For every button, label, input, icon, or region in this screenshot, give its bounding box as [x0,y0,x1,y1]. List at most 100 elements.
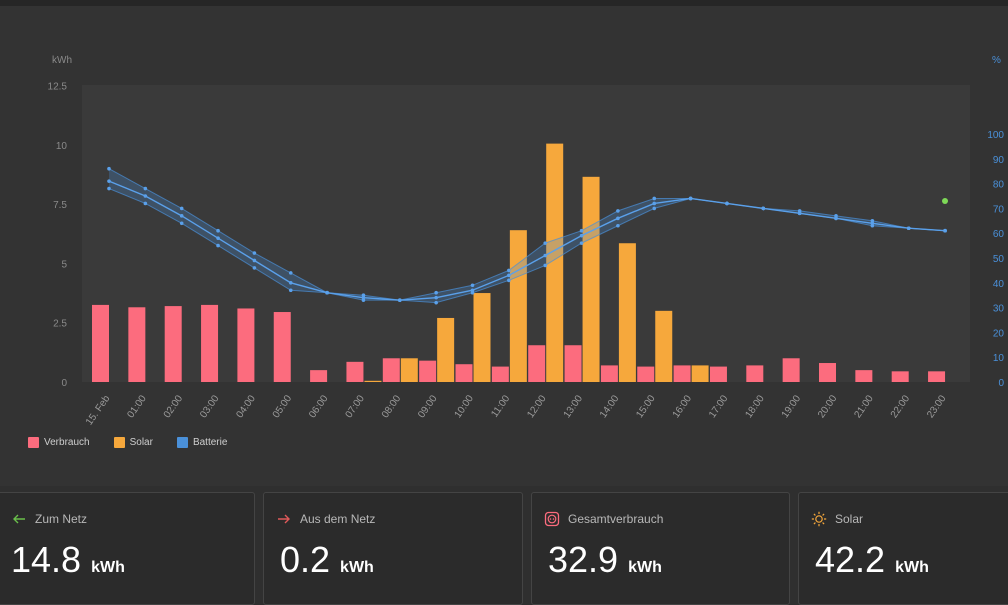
bar-solar [509,230,527,382]
battery-point [616,216,620,221]
battery-point [652,206,657,211]
right-axis-tick: 60 [993,229,1005,240]
bar-verbrauch [310,370,328,382]
right-axis-tick: 70 [993,204,1005,215]
x-axis-tick: 01:00 [125,393,149,420]
bar-solar [582,176,600,382]
right-axis-tick: 0 [998,378,1004,389]
battery-point [179,221,184,226]
socket-icon [544,511,560,527]
arrow-left-icon [13,514,25,524]
battery-point [398,298,402,302]
battery-point [107,166,111,171]
battery-point [361,293,366,298]
arrow-right-icon [278,514,290,524]
battery-point [870,223,875,228]
battery-point [361,298,366,302]
battery-point [252,258,257,263]
left-axis-tick: 5 [61,259,67,270]
card-header: Gesamtverbrauch [544,511,663,527]
card-value-group: 42.2 kWh [815,539,929,581]
card-zum-netz[interactable]: Zum Netz 14.8 kWh [0,492,255,605]
bar-solar [437,317,455,382]
x-axis-tick: 12:00 [525,393,549,420]
summary-cards: Zum Netz 14.8 kWh Aus dem Netz 0.2 kWh [0,492,1008,605]
battery-point [543,263,547,268]
bar-verbrauch [746,365,764,382]
bar-verbrauch [709,366,727,382]
battery-point [470,283,475,288]
x-axis-tick: 18:00 [743,393,767,420]
energy-chart: 0 2.5 5 7.5 10 12.5 0 10 20 30 40 50 60 70 80 90 100 15… [48,55,1005,428]
bar-solar [400,358,418,382]
battery-line [108,180,946,301]
card-solar[interactable]: Solar 42.2 kWh [798,492,1008,605]
right-axis-unit: % [992,55,1001,66]
card-unit: kWh [91,559,125,576]
bar-verbrauch [419,360,437,382]
bar-verbrauch [237,308,255,382]
x-axis-tick: 03:00 [198,393,222,420]
left-axis-tick: 7.5 [53,200,67,211]
legend-label-verbrauch: Verbrauch [44,437,90,448]
card-label: Zum Netz [35,512,88,526]
battery-point [543,241,547,245]
battery-point [143,194,148,198]
card-unit: kWh [628,559,662,576]
card-header: Zum Netz [11,511,87,527]
battery-point [288,288,293,293]
right-axis-tick: 20 [993,328,1005,339]
bar-verbrauch [782,358,800,382]
card-label: Solar [835,512,864,526]
battery-point [507,268,511,273]
bar-solar [473,293,491,382]
bar-solar [546,143,564,382]
x-axis-tick: 13:00 [562,393,586,420]
battery-point [507,273,511,278]
card-unit: kWh [340,559,374,576]
x-axis-tick: 14:00 [598,393,622,420]
battery-point [143,201,148,206]
battery-point [761,206,766,211]
battery-point [288,271,293,275]
bar-verbrauch [128,307,146,382]
bar-solar [691,365,709,382]
left-axis-tick: 10 [56,141,68,152]
battery-point [579,233,584,238]
battery-line-high [108,168,946,301]
bar-verbrauch [346,361,364,382]
x-axis-tick: 23:00 [925,393,949,420]
x-axis-tick: 07:00 [344,393,368,420]
card-label: Gesamtverbrauch [568,512,664,526]
card-value: 32.9 [548,539,619,580]
legend-item-verbrauch[interactable]: Verbrauch [28,437,90,448]
card-value: 0.2 [280,539,331,580]
battery-point [834,214,838,218]
battery-point [252,251,257,255]
legend-item-batterie[interactable]: Batterie [176,437,227,448]
card-gesamtverbrauch[interactable]: Gesamtverbrauch 32.9 kWh [531,492,790,605]
bar-solar [618,243,636,382]
battery-point [688,196,693,201]
battery-point [870,219,875,223]
left-axis-tick: 12.5 [48,82,68,93]
x-axis-tick: 11:00 [489,393,512,420]
card-header: Solar [811,511,863,527]
legend-item-solar[interactable]: Solar [113,437,153,448]
battery-point [434,295,438,300]
x-axis-tick: 21:00 [852,393,876,420]
battery-point [325,290,329,295]
battery-point [579,241,584,245]
battery-point [797,209,802,213]
bar-verbrauch [382,358,400,382]
battery-point [652,201,657,206]
card-value: 14.8 [11,539,82,580]
battery-point [470,290,475,295]
x-axis-tick: 16:00 [671,393,695,420]
x-axis-tick: 02:00 [162,393,186,420]
bar-verbrauch [273,312,291,382]
card-value-group: 32.9 kWh [548,539,662,581]
card-aus-dem-netz[interactable]: Aus dem Netz 0.2 kWh [263,492,523,605]
left-axis-tick: 2.5 [53,319,67,330]
battery-point [361,295,366,300]
